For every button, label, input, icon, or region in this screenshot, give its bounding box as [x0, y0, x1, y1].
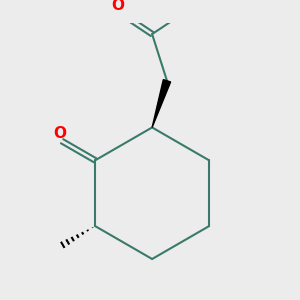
- Text: O: O: [112, 0, 125, 13]
- Polygon shape: [152, 80, 171, 128]
- Text: O: O: [53, 126, 67, 141]
